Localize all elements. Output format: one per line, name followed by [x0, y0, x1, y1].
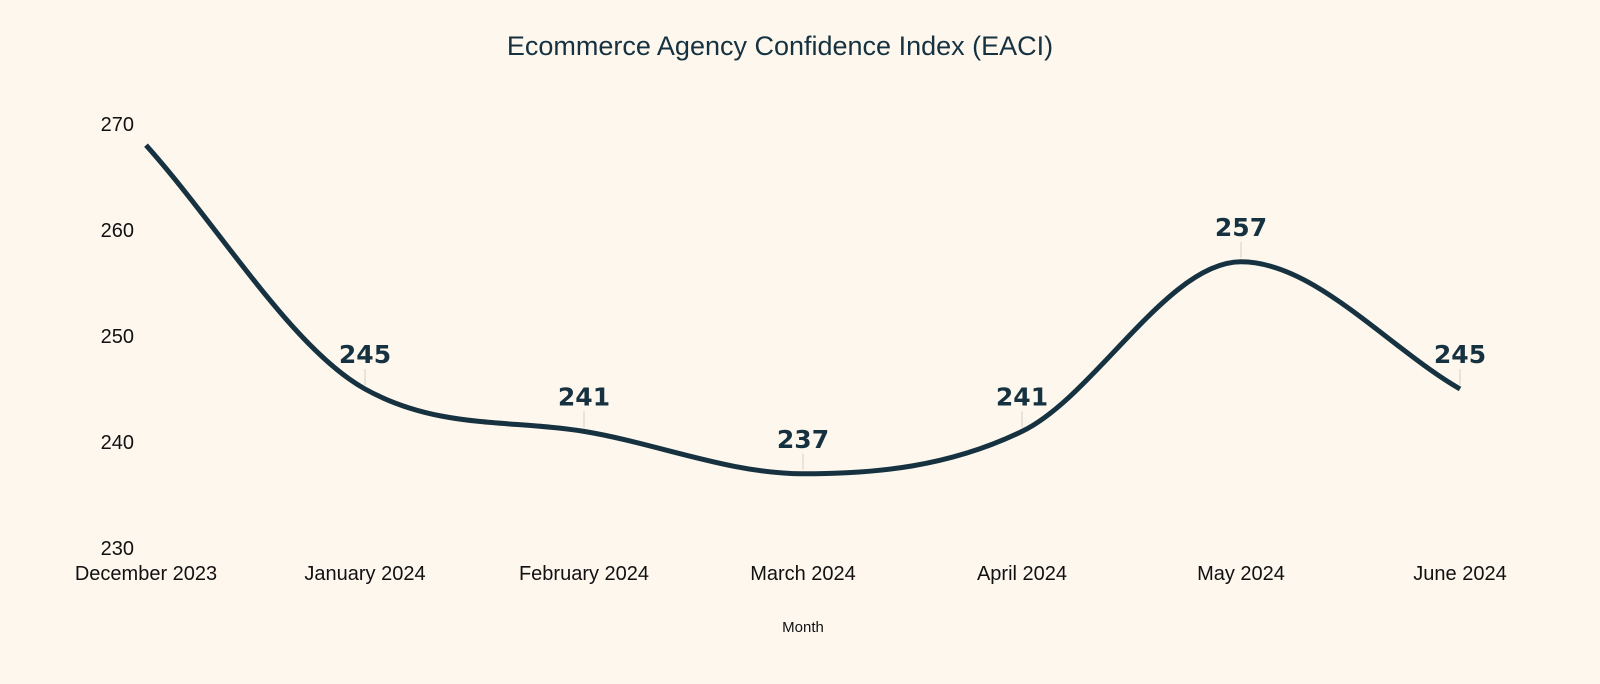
data-point — [1458, 387, 1462, 391]
data-point — [363, 387, 367, 391]
data-label: 241 — [558, 382, 610, 411]
y-tick-label: 230 — [101, 538, 134, 560]
y-tick-label: 250 — [101, 326, 134, 348]
data-label: 245 — [339, 340, 391, 369]
x-tick-label: January 2024 — [304, 563, 425, 585]
x-tick-label: December 2023 — [75, 563, 217, 585]
x-tick-label: April 2024 — [977, 563, 1067, 585]
data-point — [801, 472, 805, 476]
x-tick-label: May 2024 — [1197, 563, 1285, 585]
x-tick-label: February 2024 — [519, 563, 649, 585]
y-tick-label: 240 — [101, 432, 134, 454]
data-label: 257 — [1215, 213, 1267, 242]
data-label: 241 — [996, 382, 1048, 411]
data-point — [1239, 260, 1243, 264]
data-point — [1020, 429, 1024, 433]
x-axis: December 2023 January 2024 February 2024 Ma… — [75, 563, 1507, 585]
series-group — [144, 143, 1462, 477]
data-point — [582, 429, 586, 433]
label-leader-lines — [364, 241, 1461, 470]
series-line — [144, 143, 1462, 477]
x-tick-label: March 2024 — [750, 563, 856, 585]
data-labels: 245 241 237 241 257 245 — [339, 213, 1486, 454]
y-axis: 230 240 250 260 270 — [101, 114, 134, 560]
y-tick-label: 270 — [101, 114, 134, 136]
y-tick-label: 260 — [101, 220, 134, 242]
chart-title: Ecommerce Agency Confidence Index (EACI) — [507, 31, 1053, 61]
data-label: 245 — [1434, 340, 1486, 369]
data-point — [144, 143, 148, 147]
x-tick-label: June 2024 — [1413, 563, 1506, 585]
x-axis-title: Month — [782, 619, 824, 636]
data-label: 237 — [777, 425, 829, 454]
